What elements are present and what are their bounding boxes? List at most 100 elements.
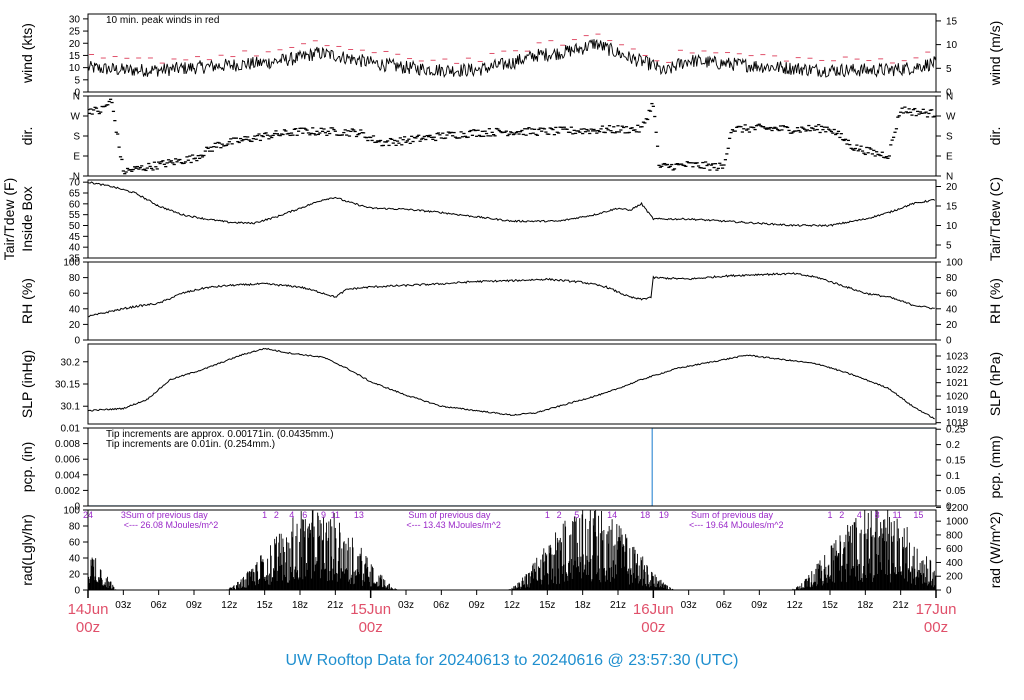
right-tick-label: 200: [946, 572, 963, 583]
rh-line: [88, 272, 935, 318]
x-tick-label: 06z: [151, 600, 167, 611]
dir-series: [88, 98, 936, 175]
radiation-hour-label: 1: [262, 510, 267, 520]
right-tick-label: W: [946, 112, 956, 123]
day-date-label: 16Jun: [633, 601, 674, 618]
radiation-hour-label: 3: [121, 510, 126, 520]
x-tick-label: 21z: [893, 600, 909, 611]
right-tick-label: N: [946, 172, 953, 183]
x-tick-label: 21z: [327, 600, 343, 611]
left-tick-label: 40: [69, 554, 81, 565]
radiation-hour-label: 24: [83, 510, 93, 520]
left-tick-label: 0: [74, 586, 80, 597]
left-tick-label: N: [73, 172, 80, 183]
slp-left-label: SLP (inHg): [19, 350, 35, 418]
day-time-label: 00z: [924, 619, 948, 636]
x-axis: 03z 06z 09z 12z 15z 18z 21z 03z 06z 09z 12z 15z 18z 2…: [68, 590, 956, 636]
rh-left-label: RH (%): [19, 278, 35, 324]
x-tick-label: 15z: [257, 600, 273, 611]
left-tick-label: 15: [69, 51, 81, 62]
radiation-hour-label: 15: [913, 510, 923, 520]
left-tick-label: 0.01: [61, 424, 81, 435]
right-tick-label: 600: [946, 544, 963, 555]
right-tick-label: 1000: [946, 517, 969, 528]
dir-left-label: dir.: [19, 127, 35, 146]
left-tick-label: 50: [69, 221, 81, 232]
daily-sum-label: Sum of previous day: [408, 510, 491, 520]
left-tick-label: N: [73, 92, 80, 103]
right-tick-label: 1019: [946, 405, 969, 416]
right-tick-label: 0.05: [946, 486, 966, 497]
right-tick-label: 60: [946, 289, 958, 300]
pcp-right-label: pcp. (mm): [987, 436, 1003, 499]
x-tick-label: 03z: [398, 600, 414, 611]
right-tick-label: 5: [946, 64, 952, 75]
rad-series: [88, 510, 936, 590]
x-tick-label: 06z: [716, 600, 732, 611]
x-tick-label: 15z: [822, 600, 838, 611]
temp-left-label: Tair/Tdew (F): [1, 178, 17, 260]
left-tick-label: 40: [69, 243, 81, 254]
left-tick-label: 100: [63, 506, 80, 517]
day-time-label: 00z: [76, 619, 100, 636]
slp-series: [88, 347, 935, 420]
dir-right-label: dir.: [987, 127, 1003, 146]
left-tick-label: 0: [74, 502, 80, 513]
left-tick-label: 0: [74, 336, 80, 347]
right-tick-label: 400: [946, 558, 963, 569]
chart-footer-title: UW Rooftop Data for 20240613 to 20240616…: [286, 652, 739, 669]
right-tick-label: E: [946, 152, 953, 163]
left-tick-label: 5: [74, 75, 80, 86]
left-tick-label: 0.008: [55, 439, 80, 450]
slp-line: [88, 347, 935, 420]
radiation-hour-label: 18: [640, 510, 650, 520]
rh-series: [88, 272, 935, 318]
radiation-hour-label: 5: [574, 510, 579, 520]
daily-sum-label: Sum of previous day: [126, 510, 209, 520]
right-tick-label: 1022: [946, 365, 969, 376]
radiation-hour-label: 1: [545, 510, 550, 520]
panel-rad: 020406080100020040060080010001200rad(Lgl…: [19, 503, 1003, 597]
temp-left-label: Inside Box: [19, 186, 35, 251]
x-tick-label: 09z: [186, 600, 202, 611]
x-tick-label: 12z: [787, 600, 803, 611]
left-tick-label: 70: [69, 178, 81, 189]
radiation-hour-label: 19: [659, 510, 669, 520]
right-tick-label: 15: [946, 202, 958, 213]
right-tick-label: 1200: [946, 503, 969, 514]
wind-right-label: wind (m/s): [987, 21, 1003, 87]
wind-left-label: wind (kts): [19, 23, 35, 84]
x-tick-label: 18z: [857, 600, 873, 611]
x-tick-label: 12z: [221, 600, 237, 611]
pcp-annotation: Tip increments are approx. 0.00171in. (0…: [106, 429, 334, 440]
radiation-hour-label: 2: [274, 510, 279, 520]
left-tick-label: 0.006: [55, 455, 80, 466]
left-tick-label: 0.004: [55, 470, 80, 481]
left-tick-label: 20: [69, 320, 81, 331]
right-tick-label: 0.1: [946, 471, 960, 482]
wind-annotation: 10 min. peak winds in red: [106, 15, 219, 26]
wind-line: [88, 39, 936, 79]
pcp-frame: [87, 427, 937, 507]
temp-series: [88, 181, 936, 228]
left-tick-label: 0.002: [55, 486, 80, 497]
right-tick-label: 1020: [946, 392, 969, 403]
right-tick-label: 1018: [946, 418, 969, 429]
left-tick-label: 60: [69, 289, 81, 300]
slp-right-label: SLP (hPa): [987, 352, 1003, 416]
temp-line: [88, 181, 936, 228]
right-tick-label: 0.2: [946, 440, 960, 451]
left-tick-label: W: [71, 112, 81, 123]
daily-sum-value: <--- 13.43 MJoules/m^2: [406, 520, 501, 530]
right-tick-label: 0.15: [946, 455, 966, 466]
right-tick-label: N: [946, 92, 953, 103]
right-tick-label: 0: [946, 586, 952, 597]
precip-line: [88, 428, 936, 506]
left-tick-label: 80: [69, 273, 81, 284]
right-tick-label: 800: [946, 530, 963, 541]
radiation-hour-label: 4: [857, 510, 862, 520]
left-tick-label: 45: [69, 232, 81, 243]
